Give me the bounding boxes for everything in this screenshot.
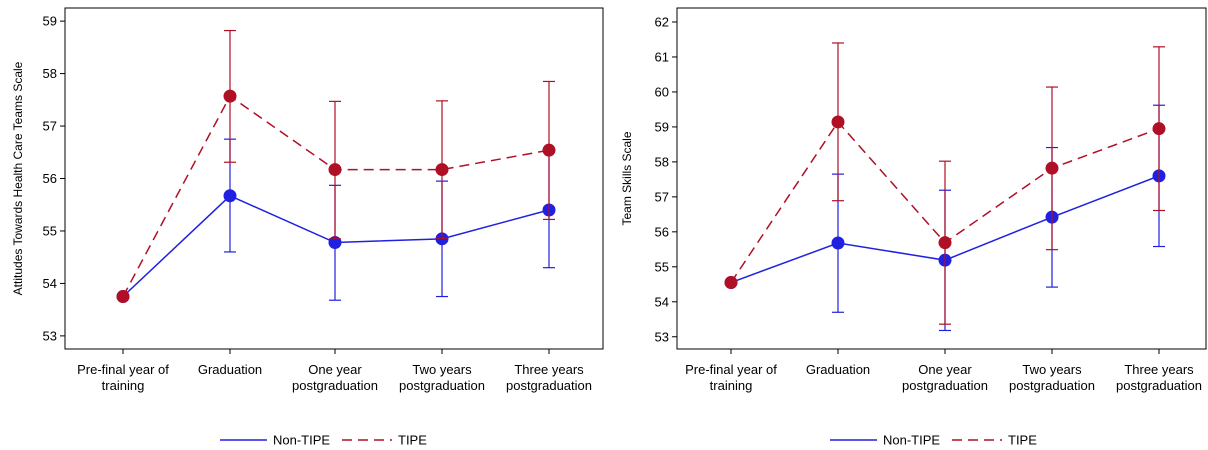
x-tick-label: Two years postgraduation — [399, 362, 485, 393]
x-tick-label: Graduation — [198, 362, 262, 377]
x-tick-label-line: Graduation — [806, 362, 870, 377]
legend-label-tipe: TIPE — [398, 433, 427, 448]
data-point — [831, 115, 845, 129]
x-tick-label-line: training — [102, 378, 145, 393]
y-tick-label: 56 — [43, 171, 57, 186]
data-point — [542, 143, 556, 157]
y-tick-label: 54 — [43, 276, 57, 291]
y-tick-label: 62 — [655, 14, 669, 29]
y-tick-label: 56 — [655, 224, 669, 239]
x-tick-label: One year postgraduation — [902, 362, 988, 393]
x-tick-label-line: Pre-final year of — [685, 362, 777, 377]
x-tick-label: One year postgraduation — [292, 362, 378, 393]
x-tick-label-line: One year — [308, 362, 362, 377]
chart-panel-1: 53 54 55 56 57 58 59 Attitudes Towards Health C… — [11, 7, 604, 448]
x-tick-label-line: Two years — [1022, 362, 1082, 377]
x-tick-label-line: postgraduation — [292, 378, 378, 393]
x-tick-label: Pre-final year of training — [685, 362, 777, 393]
y-tick-label: 55 — [43, 223, 57, 238]
x-tick-label-line: postgraduation — [399, 378, 485, 393]
y-tick-label: 59 — [655, 119, 669, 134]
x-tick-label-line: One year — [918, 362, 972, 377]
y-tick-label: 53 — [43, 328, 57, 343]
y-tick-label: 59 — [43, 14, 57, 29]
x-tick-label-line: postgraduation — [506, 378, 592, 393]
legend: Non-TIPE TIPE — [220, 433, 427, 448]
x-tick-label-line: postgraduation — [1009, 378, 1095, 393]
y-tick-label: 55 — [655, 259, 669, 274]
x-tick-label-line: training — [710, 378, 753, 393]
y-tick-label: 58 — [655, 154, 669, 169]
y-tick-label: 54 — [655, 294, 669, 309]
y-tick-label: 53 — [655, 329, 669, 344]
series-tipe — [724, 42, 1166, 325]
x-tick-label: Three years postgraduation — [506, 362, 592, 393]
data-point — [435, 163, 449, 177]
y-tick-label: 61 — [655, 49, 669, 64]
plot-frame — [64, 7, 604, 350]
y-tick-label: 60 — [655, 84, 669, 99]
x-tick-label-line: Three years — [1124, 362, 1194, 377]
legend-label-non-tipe: Non-TIPE — [273, 433, 330, 448]
x-tick-label-line: postgraduation — [902, 378, 988, 393]
data-point — [223, 89, 237, 103]
y-tick-label: 58 — [43, 66, 57, 81]
legend-label-tipe: TIPE — [1008, 433, 1037, 448]
data-point — [831, 236, 845, 250]
legend-label-non-tipe: Non-TIPE — [883, 433, 940, 448]
data-point — [223, 189, 237, 203]
x-tick-label: Pre-final year of training — [77, 362, 169, 393]
data-point — [938, 236, 952, 250]
x-tick-label: Graduation — [806, 362, 870, 377]
data-point — [1152, 122, 1166, 136]
data-point — [328, 163, 342, 177]
data-point — [724, 276, 738, 290]
chart-panel-2: 53 54 55 56 57 58 59 60 61 62 Team Skills Scale Pre… — [620, 7, 1207, 448]
legend: Non-TIPE TIPE — [830, 433, 1037, 448]
x-tick-label-line: Two years — [412, 362, 472, 377]
x-tick-label-line: Pre-final year of — [77, 362, 169, 377]
y-tick-label: 57 — [43, 119, 57, 134]
data-point — [1045, 161, 1059, 175]
y-axis-label: Team Skills Scale — [620, 131, 634, 225]
y-tick-label: 57 — [655, 189, 669, 204]
x-tick-label-line: postgraduation — [1116, 378, 1202, 393]
x-tick-label: Three years postgraduation — [1116, 362, 1202, 393]
plot-frame — [676, 7, 1207, 350]
x-tick-label-line: Three years — [514, 362, 584, 377]
x-tick-label: Two years postgraduation — [1009, 362, 1095, 393]
series-tipe — [116, 29, 556, 304]
series-line — [122, 95, 550, 297]
data-point — [116, 290, 130, 304]
x-tick-label-line: Graduation — [198, 362, 262, 377]
y-axis-label: Attitudes Towards Health Care Teams Scal… — [11, 61, 25, 295]
